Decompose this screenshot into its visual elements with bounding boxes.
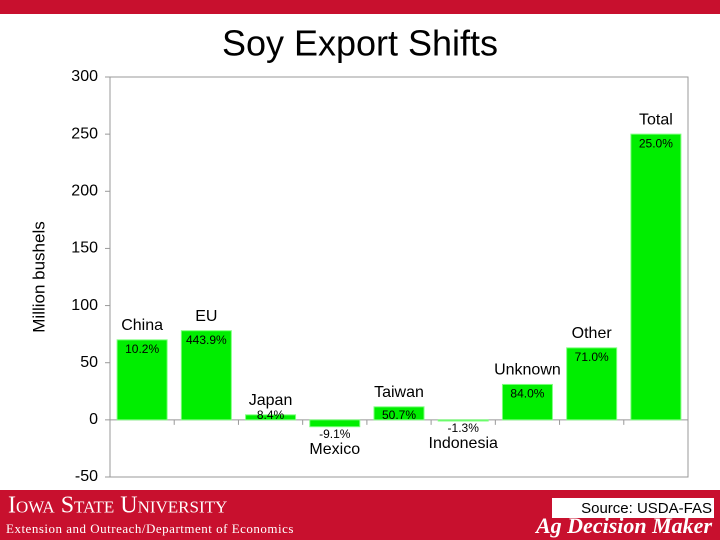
y-tick-label: 100 [71, 297, 98, 314]
brand: Ag Decision Maker [534, 513, 712, 538]
y-tick-label: -50 [75, 468, 98, 485]
bar [373, 406, 425, 421]
y-tick-label: 50 [80, 354, 98, 371]
change-label: 8.4% [257, 408, 285, 422]
bar [180, 330, 232, 421]
category-label: Other [572, 325, 613, 342]
change-label: 50.7% [382, 408, 416, 422]
change-label: 443.9% [186, 333, 227, 347]
change-label: 25.0% [639, 136, 673, 150]
category-label: Japan [249, 392, 293, 409]
y-tick-label: 0 [89, 411, 98, 428]
bar [309, 419, 361, 428]
bar [116, 339, 168, 421]
bar [566, 347, 618, 421]
category-label: Indonesia [429, 435, 498, 452]
y-axis-label: Million bushels [29, 221, 48, 333]
change-label: 84.0% [510, 387, 544, 401]
top-band [0, 0, 720, 14]
change-label: 71.0% [575, 350, 609, 364]
category-label: EU [195, 308, 217, 325]
bar [245, 414, 297, 421]
unit-name: Extension and Outreach/Department of Eco… [6, 521, 294, 536]
category-label: Unknown [494, 362, 561, 379]
category-label: Mexico [309, 441, 360, 458]
chart-title: Soy Export Shifts [222, 23, 498, 64]
y-tick-label: 300 [71, 68, 98, 85]
change-label: -9.1% [319, 427, 351, 441]
bar [501, 383, 553, 421]
category-label: Total [639, 111, 673, 128]
category-label: Taiwan [374, 384, 424, 401]
university-name: Iowa State University [8, 493, 227, 519]
y-tick-label: 200 [71, 183, 98, 200]
bar [437, 419, 489, 422]
change-label: -1.3% [448, 421, 480, 435]
category-label: China [121, 317, 163, 334]
source: Source: USDA-FAS [581, 500, 712, 517]
change-label: 10.2% [125, 342, 159, 356]
source-box [552, 498, 714, 518]
y-tick-label: 250 [71, 125, 98, 142]
plot-area [109, 76, 689, 478]
bar [630, 133, 682, 421]
y-tick-label: 150 [71, 240, 98, 257]
